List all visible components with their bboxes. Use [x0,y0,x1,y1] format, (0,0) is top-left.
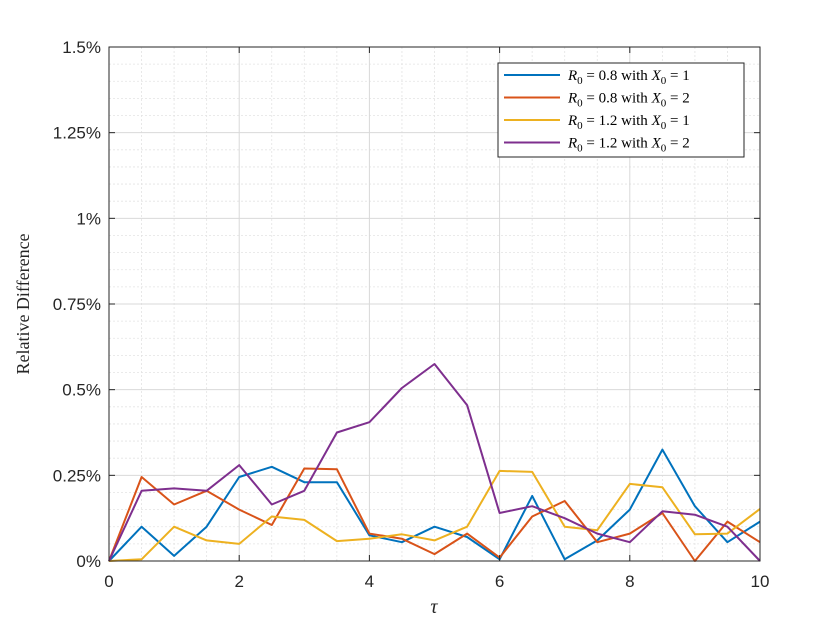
series-line-1 [108,448,761,562]
y-tick-label: 0.25% [53,466,101,485]
y-tick-label: 0% [76,552,101,571]
legend-entry-3: R0 = 1.2 with X0 = 1 [567,113,690,132]
series-layer [108,363,761,562]
x-tick-label: 0 [104,572,113,591]
y-tick-label: 1.5% [62,38,101,57]
series-line-4 [108,363,761,562]
x-axis-label: τ [430,596,438,618]
legend-entry-1: R0 = 0.8 with X0 = 1 [567,68,690,87]
x-tick-label: 10 [751,572,770,591]
y-tick-labels: 0% 0.25% 0.5% 0.75% 1% 1.25% 1.5% [53,38,101,571]
y-tick-label: 1% [76,209,101,228]
y-tick-label: 0.75% [53,295,101,314]
y-tick-label: 0.5% [62,381,101,400]
x-tick-label: 2 [234,572,243,591]
legend-entry-4: R0 = 1.2 with X0 = 2 [567,136,690,155]
y-tick-label: 1.25% [53,124,101,143]
x-tick-labels: 0 2 4 6 8 10 [104,572,769,591]
x-tick-label: 4 [365,572,374,591]
series-line-2 [108,467,761,562]
x-tick-label: 8 [625,572,634,591]
series-line-3 [108,469,761,562]
legend-entry-2: R0 = 0.8 with X0 = 2 [567,91,690,110]
y-axis-label: Relative Difference [13,233,33,374]
x-tick-label: 6 [495,572,504,591]
tick-marks [108,46,761,562]
legend: R0 = 0.8 with X0 = 1 R0 = 0.8 with X0 = 2… [497,62,745,158]
legend-box [497,62,745,158]
